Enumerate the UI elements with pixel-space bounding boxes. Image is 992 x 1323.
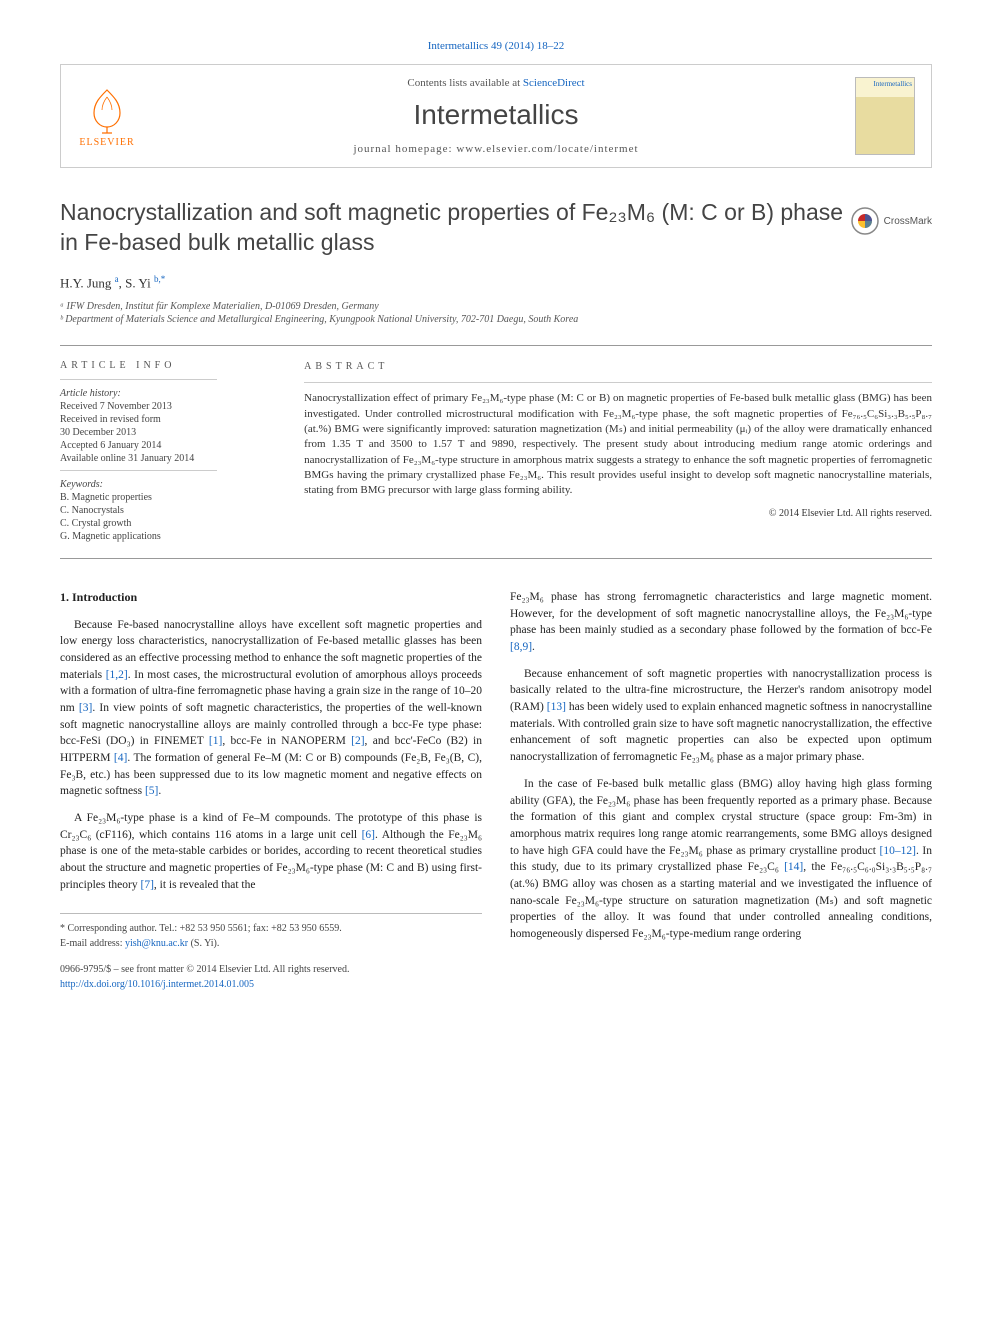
body-paragraph-3: Fe₂₃M₆ phase has strong ferromagnetic ch… bbox=[510, 589, 932, 656]
email-line: E-mail address: yish@knu.ac.kr (S. Yi). bbox=[60, 937, 482, 952]
corr-author-line: * Corresponding author. Tel.: +82 53 950… bbox=[60, 922, 482, 937]
body-paragraph-5: In the case of Fe-based bulk metallic gl… bbox=[510, 776, 932, 943]
history-revised-1: Received in revised form bbox=[60, 414, 284, 425]
body-paragraph-1: Because Fe-based nanocrystalline alloys … bbox=[60, 617, 482, 800]
keyword-3: C. Crystal growth bbox=[60, 518, 284, 529]
crossmark-badge[interactable]: CrossMark bbox=[850, 206, 932, 236]
contents-prefix: Contents lists available at bbox=[407, 77, 522, 89]
keywords-label: Keywords: bbox=[60, 479, 284, 490]
authors-line: H.Y. Jung a, S. Yi b,* bbox=[60, 274, 932, 291]
doi-link[interactable]: http://dx.doi.org/10.1016/j.intermet.201… bbox=[60, 978, 482, 993]
history-label: Article history: bbox=[60, 388, 284, 399]
history-online: Available online 31 January 2014 bbox=[60, 453, 284, 464]
affiliations: ᵃ IFW Dresden, Institut für Komplexe Mat… bbox=[60, 301, 932, 325]
abstract-copyright: © 2014 Elsevier Ltd. All rights reserved… bbox=[304, 507, 932, 521]
keyword-2: C. Nanocrystals bbox=[60, 505, 284, 516]
email-label: E-mail address: bbox=[60, 938, 125, 949]
section-heading: 1. Introduction bbox=[60, 589, 482, 606]
info-abstract-block: ARTICLE INFO Article history: Received 7… bbox=[60, 345, 932, 559]
elsevier-tree-icon bbox=[82, 85, 132, 135]
email-suffix: (S. Yi). bbox=[188, 938, 219, 949]
section-title: Introduction bbox=[72, 590, 137, 604]
footer-bottom: 0966-9795/$ – see front matter © 2014 El… bbox=[60, 963, 482, 992]
citation-line: Intermetallics 49 (2014) 18–22 bbox=[60, 40, 932, 52]
journal-header: ELSEVIER Intermetallics Contents lists a… bbox=[60, 64, 932, 168]
sciencedirect-link[interactable]: ScienceDirect bbox=[523, 77, 585, 89]
abstract-text: Nanocrystallization effect of primary Fe… bbox=[304, 391, 932, 499]
affiliation-a: ᵃ IFW Dresden, Institut für Komplexe Mat… bbox=[60, 301, 932, 312]
article-info-label: ARTICLE INFO bbox=[60, 360, 284, 371]
history-accepted: Accepted 6 January 2014 bbox=[60, 440, 284, 451]
body-paragraph-4: Because enhancement of soft magnetic pro… bbox=[510, 666, 932, 766]
abstract-column: ABSTRACT Nanocrystallization effect of p… bbox=[304, 360, 932, 544]
keyword-1: B. Magnetic properties bbox=[60, 492, 284, 503]
article-title-text: Nanocrystallization and soft magnetic pr… bbox=[60, 199, 843, 255]
homepage-url[interactable]: www.elsevier.com/locate/intermet bbox=[456, 143, 638, 155]
affiliation-b: ᵇ Department of Materials Science and Me… bbox=[60, 314, 932, 325]
body-paragraph-2: A Fe₂₃M₆-type phase is a kind of Fe–M co… bbox=[60, 810, 482, 893]
body-content: 1. Introduction Because Fe-based nanocry… bbox=[60, 589, 932, 992]
publisher-logo-text: ELSEVIER bbox=[79, 137, 134, 148]
history-received: Received 7 November 2013 bbox=[60, 401, 284, 412]
crossmark-label: CrossMark bbox=[884, 215, 932, 228]
abstract-divider bbox=[304, 382, 932, 383]
section-number: 1. bbox=[60, 590, 69, 604]
info-divider-2 bbox=[60, 470, 217, 471]
publisher-logo: ELSEVIER bbox=[77, 81, 137, 151]
abstract-label: ABSTRACT bbox=[304, 360, 932, 374]
homepage-prefix: journal homepage: bbox=[353, 143, 456, 155]
info-divider bbox=[60, 379, 217, 380]
crossmark-icon bbox=[850, 206, 880, 236]
corresponding-author-footnote: * Corresponding author. Tel.: +82 53 950… bbox=[60, 913, 482, 992]
journal-cover-thumb: Intermetallics bbox=[855, 77, 915, 155]
issn-line: 0966-9795/$ – see front matter © 2014 El… bbox=[60, 963, 482, 978]
journal-homepage-line: journal homepage: www.elsevier.com/locat… bbox=[77, 143, 915, 155]
corr-email[interactable]: yish@knu.ac.kr bbox=[125, 938, 188, 949]
article-title: Nanocrystallization and soft magnetic pr… bbox=[60, 198, 932, 258]
contents-available-line: Contents lists available at ScienceDirec… bbox=[77, 77, 915, 89]
history-revised-2: 30 December 2013 bbox=[60, 427, 284, 438]
keyword-4: G. Magnetic applications bbox=[60, 531, 284, 542]
article-info-column: ARTICLE INFO Article history: Received 7… bbox=[60, 360, 304, 544]
journal-name: Intermetallics bbox=[77, 99, 915, 131]
